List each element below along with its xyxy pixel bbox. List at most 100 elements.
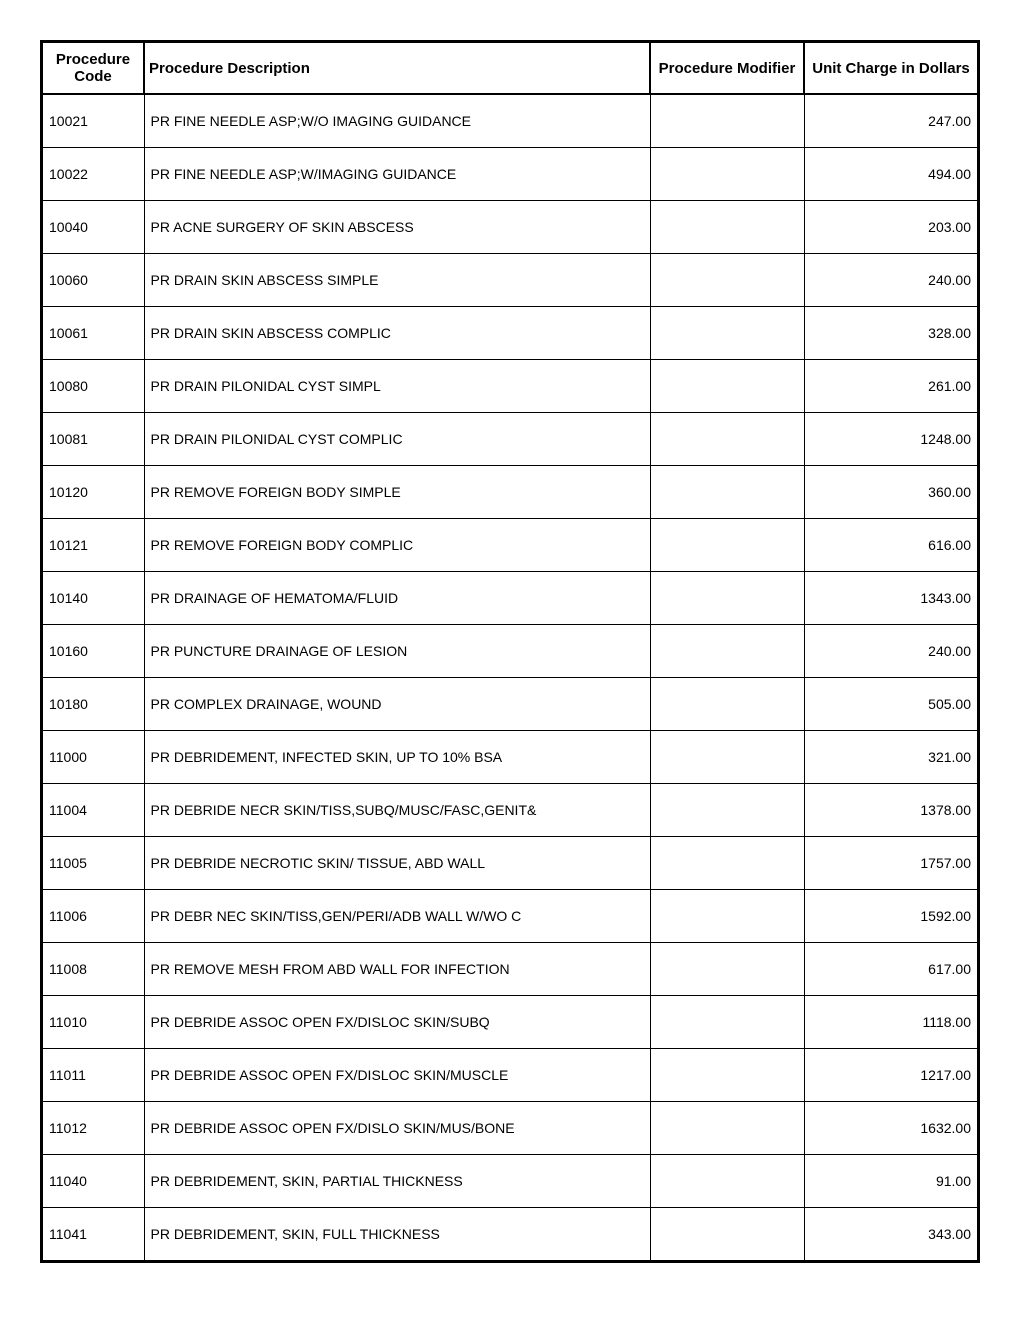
cell-unit-charge: 1248.00	[804, 413, 979, 466]
cell-procedure-code: 10120	[42, 466, 145, 519]
table-body: 10021PR FINE NEEDLE ASP;W/O IMAGING GUID…	[42, 94, 979, 1262]
cell-procedure-modifier	[650, 307, 804, 360]
cell-procedure-modifier	[650, 890, 804, 943]
cell-procedure-code: 11004	[42, 784, 145, 837]
cell-procedure-modifier	[650, 572, 804, 625]
cell-procedure-code: 10140	[42, 572, 145, 625]
cell-unit-charge: 505.00	[804, 678, 979, 731]
cell-procedure-desc: PR FINE NEEDLE ASP;W/O IMAGING GUIDANCE	[144, 94, 650, 148]
header-unit-charge: Unit Charge in Dollars	[804, 42, 979, 95]
cell-procedure-code: 11040	[42, 1155, 145, 1208]
cell-procedure-modifier	[650, 731, 804, 784]
cell-procedure-code: 10021	[42, 94, 145, 148]
table-row: 10022PR FINE NEEDLE ASP;W/IMAGING GUIDAN…	[42, 148, 979, 201]
header-procedure-modifier: Procedure Modifier	[650, 42, 804, 95]
cell-unit-charge: 616.00	[804, 519, 979, 572]
cell-unit-charge: 617.00	[804, 943, 979, 996]
cell-procedure-desc: PR DRAIN PILONIDAL CYST COMPLIC	[144, 413, 650, 466]
table-row: 10060PR DRAIN SKIN ABSCESS SIMPLE 240.00	[42, 254, 979, 307]
cell-procedure-desc: PR ACNE SURGERY OF SKIN ABSCESS	[144, 201, 650, 254]
cell-unit-charge: 1592.00	[804, 890, 979, 943]
cell-procedure-desc: PR DEBRIDEMENT, SKIN, PARTIAL THICKNESS	[144, 1155, 650, 1208]
cell-procedure-modifier	[650, 201, 804, 254]
cell-procedure-code: 10160	[42, 625, 145, 678]
table-row: 10121PR REMOVE FOREIGN BODY COMPLIC616.0…	[42, 519, 979, 572]
header-row: Procedure Code Procedure Description Pro…	[42, 42, 979, 95]
cell-procedure-modifier	[650, 1102, 804, 1155]
cell-procedure-code: 10081	[42, 413, 145, 466]
cell-procedure-desc: PR DEBRIDEMENT, SKIN, FULL THICKNESS	[144, 1208, 650, 1262]
cell-unit-charge: 261.00	[804, 360, 979, 413]
cell-procedure-code: 10022	[42, 148, 145, 201]
cell-unit-charge: 321.00	[804, 731, 979, 784]
cell-procedure-code: 11005	[42, 837, 145, 890]
cell-procedure-desc: PR DEBRIDE NECROTIC SKIN/ TISSUE, ABD WA…	[144, 837, 650, 890]
table-row: 11008PR REMOVE MESH FROM ABD WALL FOR IN…	[42, 943, 979, 996]
table-row: 10040PR ACNE SURGERY OF SKIN ABSCESS 203.…	[42, 201, 979, 254]
cell-procedure-desc: PR DRAIN PILONIDAL CYST SIMPL	[144, 360, 650, 413]
table-row: 11012PR DEBRIDE ASSOC OPEN FX/DISLO SKIN…	[42, 1102, 979, 1155]
table-row: 10140PR DRAINAGE OF HEMATOMA/FLUID1343.0…	[42, 572, 979, 625]
cell-procedure-code: 10080	[42, 360, 145, 413]
cell-procedure-modifier	[650, 1155, 804, 1208]
cell-unit-charge: 343.00	[804, 1208, 979, 1262]
cell-unit-charge: 1217.00	[804, 1049, 979, 1102]
cell-procedure-code: 11012	[42, 1102, 145, 1155]
cell-procedure-code: 10061	[42, 307, 145, 360]
cell-unit-charge: 1757.00	[804, 837, 979, 890]
cell-unit-charge: 240.00	[804, 625, 979, 678]
cell-procedure-code: 11041	[42, 1208, 145, 1262]
table-row: 11041PR DEBRIDEMENT, SKIN, FULL THICKNES…	[42, 1208, 979, 1262]
procedure-table: Procedure Code Procedure Description Pro…	[40, 40, 980, 1263]
cell-procedure-modifier	[650, 625, 804, 678]
table-row: 11005PR DEBRIDE NECROTIC SKIN/ TISSUE, A…	[42, 837, 979, 890]
header-procedure-code: Procedure Code	[42, 42, 145, 95]
cell-procedure-desc: PR REMOVE MESH FROM ABD WALL FOR INFECTI…	[144, 943, 650, 996]
cell-procedure-code: 10060	[42, 254, 145, 307]
cell-procedure-modifier	[650, 413, 804, 466]
cell-procedure-modifier	[650, 1208, 804, 1262]
table-row: 11004PR DEBRIDE NECR SKIN/TISS,SUBQ/MUSC…	[42, 784, 979, 837]
cell-procedure-modifier	[650, 360, 804, 413]
table-row: 10080PR DRAIN PILONIDAL CYST SIMPL 261.00	[42, 360, 979, 413]
cell-unit-charge: 1632.00	[804, 1102, 979, 1155]
table-row: 10021PR FINE NEEDLE ASP;W/O IMAGING GUID…	[42, 94, 979, 148]
cell-procedure-modifier	[650, 254, 804, 307]
cell-procedure-desc: PR FINE NEEDLE ASP;W/IMAGING GUIDANCE	[144, 148, 650, 201]
cell-procedure-modifier	[650, 943, 804, 996]
table-row: 11006PR DEBR NEC SKIN/TISS,GEN/PERI/ADB …	[42, 890, 979, 943]
table-row: 10081PR DRAIN PILONIDAL CYST COMPLIC 1248…	[42, 413, 979, 466]
cell-unit-charge: 1343.00	[804, 572, 979, 625]
cell-unit-charge: 360.00	[804, 466, 979, 519]
cell-procedure-code: 10121	[42, 519, 145, 572]
cell-procedure-code: 10040	[42, 201, 145, 254]
cell-procedure-desc: PR DEBR NEC SKIN/TISS,GEN/PERI/ADB WALL …	[144, 890, 650, 943]
cell-procedure-desc: PR DEBRIDE ASSOC OPEN FX/DISLOC SKIN/SUB…	[144, 996, 650, 1049]
table-row: 10180PR COMPLEX DRAINAGE, WOUND505.00	[42, 678, 979, 731]
header-procedure-desc: Procedure Description	[144, 42, 650, 95]
cell-unit-charge: 494.00	[804, 148, 979, 201]
cell-procedure-desc: PR COMPLEX DRAINAGE, WOUND	[144, 678, 650, 731]
cell-unit-charge: 1378.00	[804, 784, 979, 837]
cell-unit-charge: 328.00	[804, 307, 979, 360]
cell-procedure-desc: PR DEBRIDE NECR SKIN/TISS,SUBQ/MUSC/FASC…	[144, 784, 650, 837]
cell-procedure-modifier	[650, 519, 804, 572]
cell-procedure-modifier	[650, 678, 804, 731]
table-row: 10061PR DRAIN SKIN ABSCESS COMPLIC 328.00	[42, 307, 979, 360]
cell-unit-charge: 203.00	[804, 201, 979, 254]
cell-procedure-modifier	[650, 996, 804, 1049]
table-row: 11000PR DEBRIDEMENT, INFECTED SKIN, UP T…	[42, 731, 979, 784]
table-row: 10160PR PUNCTURE DRAINAGE OF LESION240.0…	[42, 625, 979, 678]
cell-unit-charge: 247.00	[804, 94, 979, 148]
cell-procedure-code: 11000	[42, 731, 145, 784]
cell-procedure-modifier	[650, 784, 804, 837]
cell-procedure-desc: PR DRAIN SKIN ABSCESS COMPLIC	[144, 307, 650, 360]
cell-unit-charge: 91.00	[804, 1155, 979, 1208]
cell-procedure-desc: PR REMOVE FOREIGN BODY SIMPLE	[144, 466, 650, 519]
cell-procedure-code: 11006	[42, 890, 145, 943]
cell-unit-charge: 240.00	[804, 254, 979, 307]
table-row: 11010PR DEBRIDE ASSOC OPEN FX/DISLOC SKI…	[42, 996, 979, 1049]
cell-procedure-desc: PR DRAIN SKIN ABSCESS SIMPLE	[144, 254, 650, 307]
cell-procedure-code: 11011	[42, 1049, 145, 1102]
cell-procedure-code: 11008	[42, 943, 145, 996]
